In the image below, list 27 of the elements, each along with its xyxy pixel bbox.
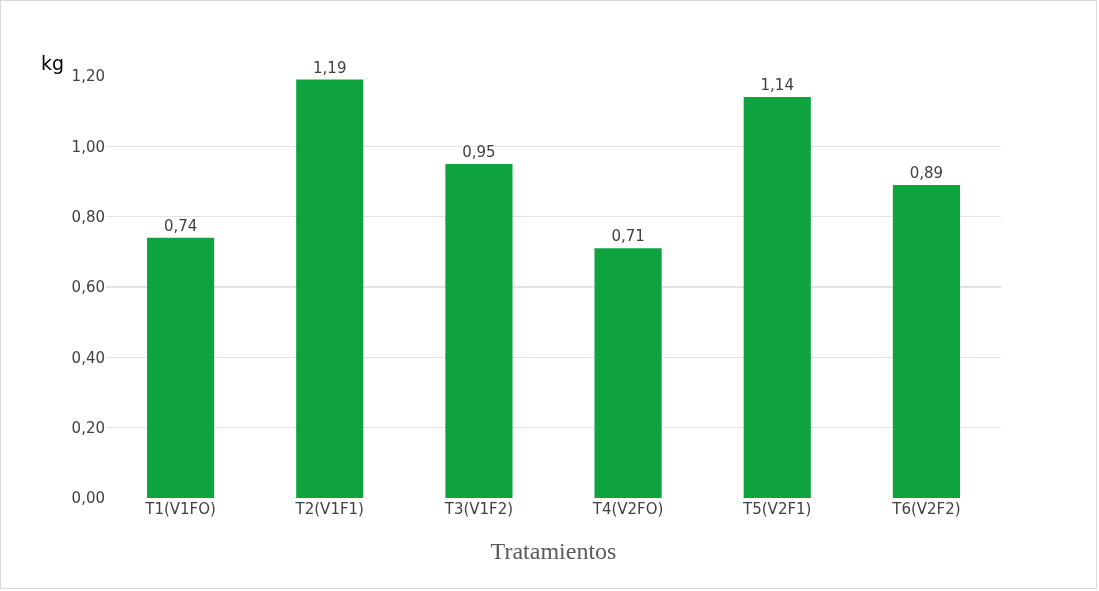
bar (296, 79, 364, 498)
bar (594, 248, 662, 498)
bar (743, 97, 811, 498)
data-label: 0,89 (909, 164, 944, 183)
y-tick-label: 0,80 (71, 207, 105, 226)
x-tick-label: T3(V1F2) (443, 500, 514, 518)
data-label: 1,19 (313, 58, 347, 77)
y-tick-label: 0,00 (71, 489, 105, 508)
x-tick-label: T4(V2FO) (591, 500, 664, 518)
y-axis-title: kg (41, 52, 65, 74)
x-tick-label: T6(V2F2) (891, 500, 961, 518)
y-tick-label: 0,20 (71, 418, 105, 437)
x-tick-label: T1(V1FO) (144, 500, 216, 518)
y-tick-label: 1,20 (71, 67, 105, 86)
bar (147, 237, 215, 498)
data-label: 0,74 (163, 216, 198, 235)
x-axis-title: Tratamientos (490, 538, 617, 565)
x-tick-label: T2(V1F1) (294, 500, 364, 518)
bar (445, 163, 513, 498)
data-label: 1,14 (760, 76, 794, 95)
data-label: 0,71 (611, 227, 645, 246)
y-tick-label: 0,60 (71, 278, 105, 297)
bar (892, 185, 960, 498)
y-tick-label: 0,40 (71, 348, 105, 367)
x-tick-label: T5(V2F1) (742, 500, 812, 518)
data-label: 0,95 (462, 142, 496, 161)
y-tick-label: 1,00 (71, 137, 105, 156)
